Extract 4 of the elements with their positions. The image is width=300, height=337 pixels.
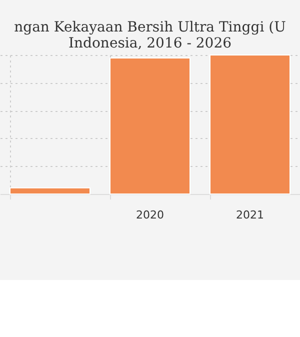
text: ngan Kekayaan Bersih Ultra Tinggi (U (14, 20, 286, 36)
text: Indonesia, 2016 - 2026 (68, 36, 232, 52)
x-tick-label: 2020 (136, 208, 164, 222)
x-tick-label: 2021 (236, 208, 264, 222)
